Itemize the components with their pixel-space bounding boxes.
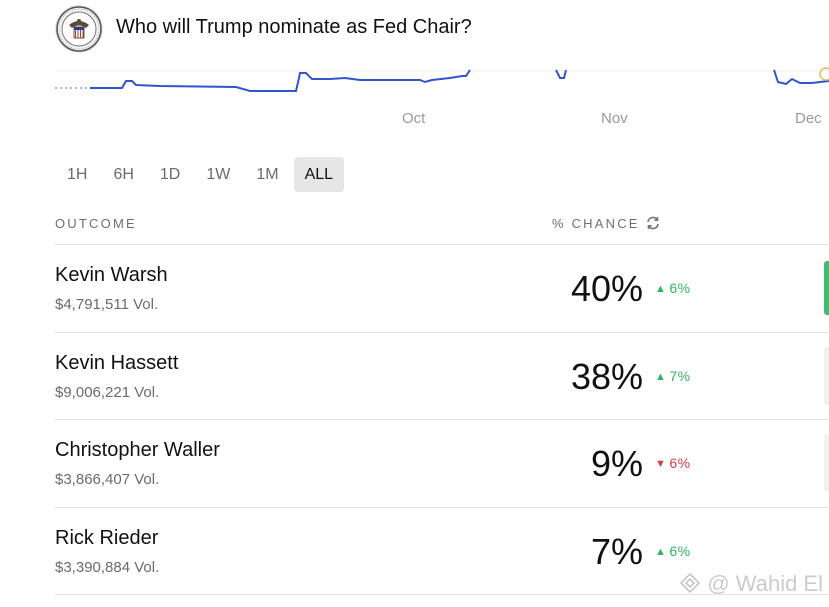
federal-reserve-seal-icon xyxy=(55,5,103,53)
triangle-up-icon: ▲ xyxy=(655,546,667,558)
outcome-change-value: 6% xyxy=(669,280,691,296)
x-axis-label-dec: Dec xyxy=(795,110,822,127)
outcome-volume: $3,866,407 Vol. xyxy=(55,471,160,488)
outcome-name: Kevin Hassett xyxy=(55,352,179,374)
divider xyxy=(55,507,829,508)
outcome-change: ▲ 6% xyxy=(655,280,691,296)
outcome-chance: 38% xyxy=(570,356,643,397)
market-header: Who will Trump nominate as Fed Chair? xyxy=(0,0,829,60)
outcome-column-header: OUTCOME xyxy=(55,216,137,231)
triangle-down-icon: ▼ xyxy=(655,458,667,470)
x-axis-label-oct: Oct xyxy=(402,110,426,127)
outcome-row-kevin-warsh[interactable]: Kevin Warsh $4,791,511 Vol. 40% ▲ 6% xyxy=(0,245,829,332)
tab-1h[interactable]: 1H xyxy=(67,166,88,183)
outcome-name: Rick Rieder xyxy=(55,527,159,549)
refresh-icon[interactable] xyxy=(645,215,661,231)
chart-hover-marker xyxy=(819,67,829,81)
outcome-volume: $9,006,221 Vol. xyxy=(55,384,160,401)
outcome-change-value: 6% xyxy=(669,543,691,559)
outcome-change-value: 7% xyxy=(669,368,691,384)
outcome-name: Kevin Warsh xyxy=(55,264,168,286)
market-title: Who will Trump nominate as Fed Chair? xyxy=(116,16,472,38)
divider xyxy=(55,419,829,420)
outcome-name: Christopher Waller xyxy=(55,439,220,461)
buy-yes-button-edge[interactable] xyxy=(824,434,829,492)
tab-1w[interactable]: 1W xyxy=(206,166,231,183)
outcome-row-christopher-waller[interactable]: Christopher Waller $3,866,407 Vol. 9% ▼ 6… xyxy=(0,420,829,507)
price-chart-plot xyxy=(55,67,829,92)
buy-yes-button-edge[interactable] xyxy=(824,347,829,405)
watermark: @ Wahid El xyxy=(679,571,823,597)
outcome-change: ▲ 6% xyxy=(655,543,691,559)
outcome-volume: $4,791,511 Vol. xyxy=(55,296,159,313)
watermark-text: @ Wahid El xyxy=(707,571,823,596)
chart-series-line xyxy=(90,69,471,92)
outcome-volume: $3,390,884 Vol. xyxy=(55,559,160,576)
outcome-chance: 9% xyxy=(590,443,643,484)
tab-1m[interactable]: 1M xyxy=(256,166,279,183)
chance-column-header: % CHANCE xyxy=(552,216,640,231)
chart-series-line-nov xyxy=(555,69,567,79)
triangle-up-icon: ▲ xyxy=(655,283,667,295)
tab-6h[interactable]: 6H xyxy=(113,166,134,183)
x-axis-label-nov: Nov xyxy=(601,110,628,127)
outcome-row-rick-rieder[interactable]: Rick Rieder $3,390,884 Vol. 7% ▲ 6% xyxy=(0,508,829,595)
outcome-change-value: 6% xyxy=(669,455,691,471)
divider xyxy=(55,594,829,595)
chart-series-line-dec xyxy=(773,69,829,86)
price-chart[interactable]: Oct Nov Dec xyxy=(0,56,829,136)
divider xyxy=(55,244,829,245)
tab-1d[interactable]: 1D xyxy=(159,166,181,183)
triangle-up-icon: ▲ xyxy=(655,371,667,383)
outcome-row-kevin-hassett[interactable]: Kevin Hassett $9,006,221 Vol. 38% ▲ 7% xyxy=(0,333,829,420)
outcome-change: ▼ 6% xyxy=(655,455,691,471)
outcome-change: ▲ 7% xyxy=(655,368,691,384)
watermark-logo-icon xyxy=(679,571,707,596)
time-range-tabs: 1H 6H 1D 1W 1M ALL xyxy=(55,157,348,192)
outcome-chance: 7% xyxy=(590,531,643,572)
outcome-chance: 40% xyxy=(570,268,643,309)
tab-all[interactable]: ALL xyxy=(293,157,345,192)
buy-yes-button-edge[interactable] xyxy=(824,261,829,315)
divider xyxy=(55,332,829,333)
